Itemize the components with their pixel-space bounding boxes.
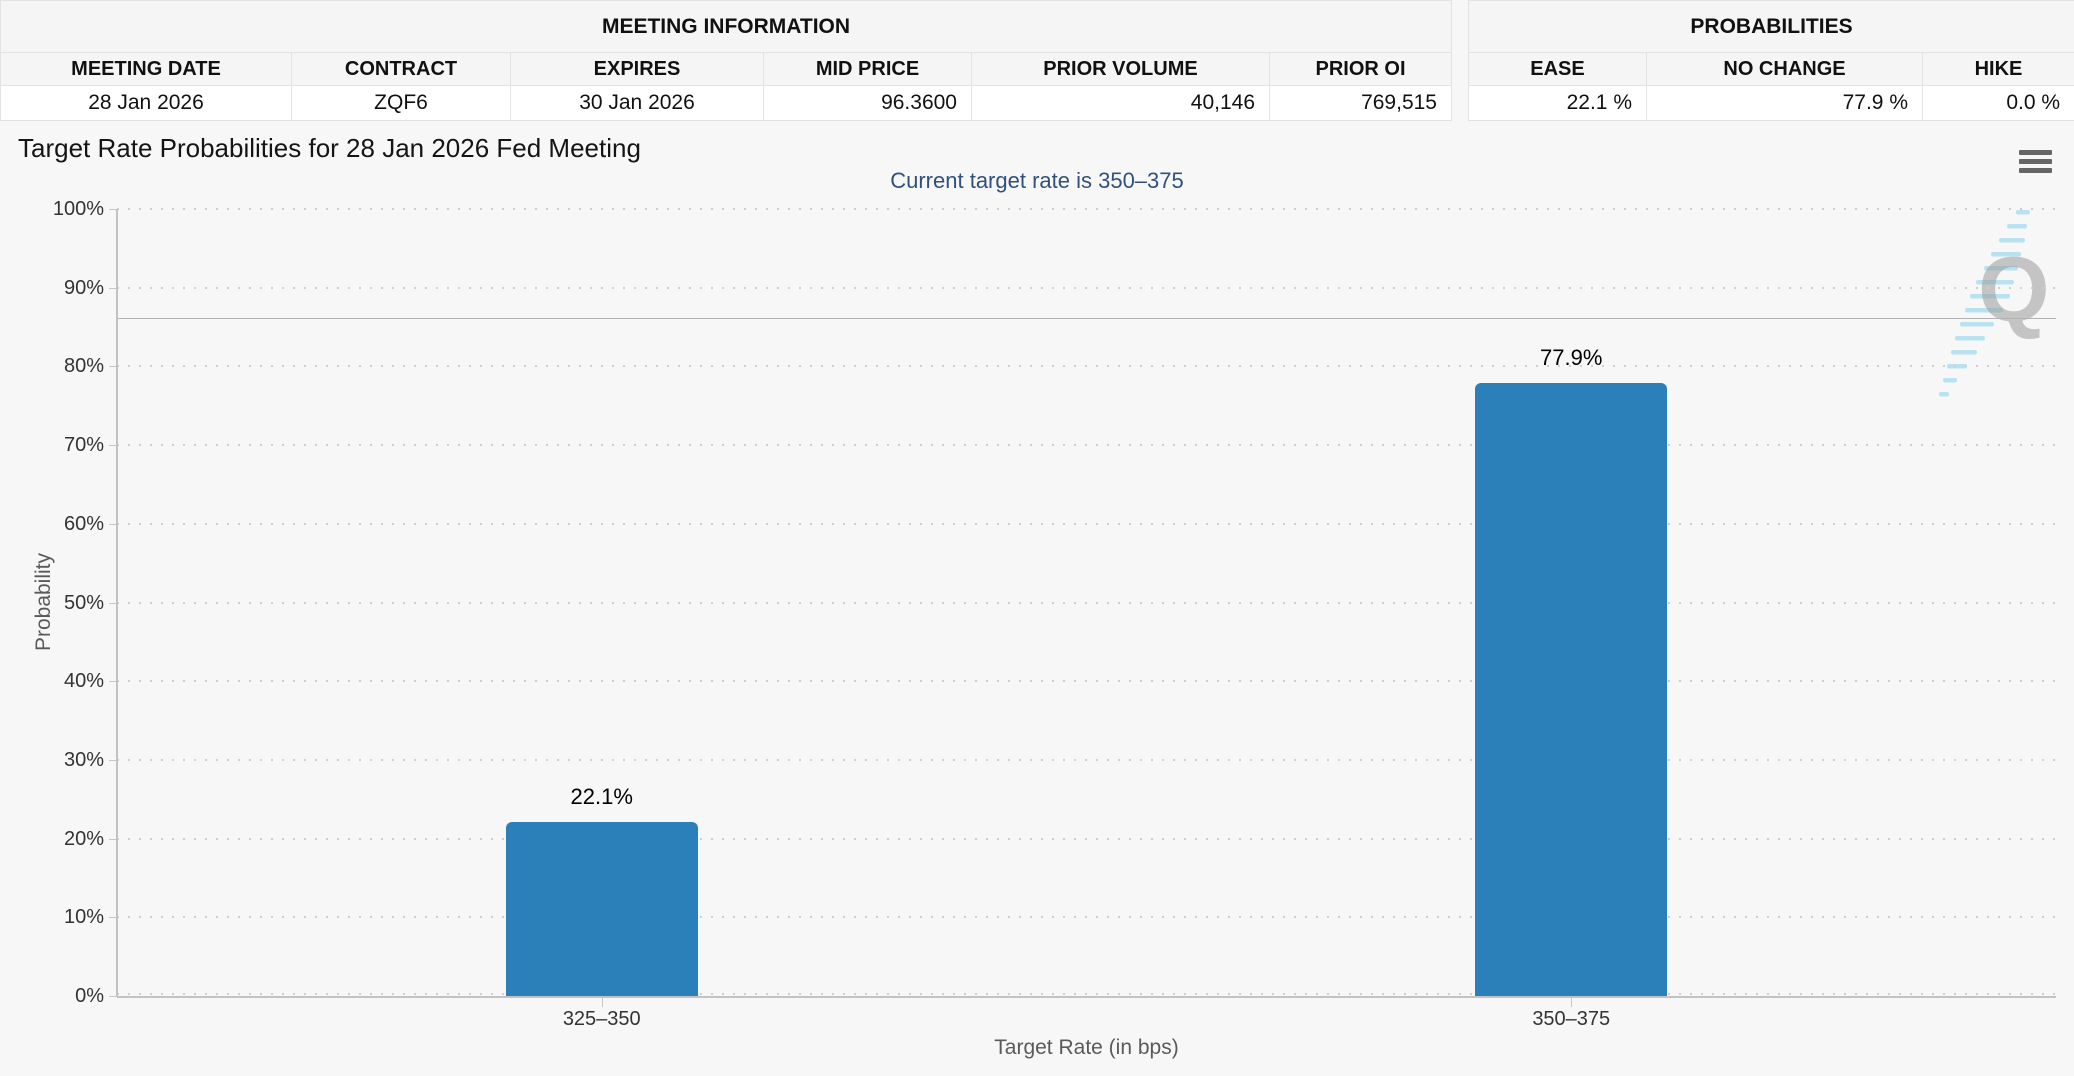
contract-value: ZQF6 xyxy=(291,85,511,121)
y-axis-label: 80% xyxy=(63,355,104,378)
expires-value: 30 Jan 2026 xyxy=(510,85,764,121)
y-axis-tick xyxy=(109,209,117,210)
hamburger-menu-icon xyxy=(2019,150,2052,155)
y-axis-tick xyxy=(109,917,117,919)
probabilities-table: PROBABILITIES EASE NO CHANGE HIKE 22.1 %… xyxy=(1467,0,2074,121)
y-gridline xyxy=(117,208,2056,210)
meeting-information-row: 28 Jan 2026 ZQF6 30 Jan 2026 96.3600 40,… xyxy=(0,85,1452,121)
y-gridline xyxy=(117,680,2056,683)
col-header-contract: CONTRACT xyxy=(291,52,511,86)
y-axis-label: 50% xyxy=(63,591,104,614)
hike-value: 0.0 % xyxy=(1921,85,2074,121)
chart-title: Target Rate Probabilities for 28 Jan 202… xyxy=(18,133,641,163)
x-axis-label: 350–375 xyxy=(1532,1008,1611,1030)
y-axis-line xyxy=(116,209,118,996)
prior-volume-value: 40,146 xyxy=(971,85,1270,121)
y-gridline xyxy=(117,522,2056,525)
x-axis-title: Target Rate (in bps) xyxy=(994,1036,1179,1059)
bar-value-label: 77.9% xyxy=(1540,344,1603,370)
probabilities-title: PROBABILITIES xyxy=(1467,0,2074,53)
y-axis-label: 60% xyxy=(63,512,104,535)
y-axis-tick xyxy=(109,287,117,289)
chart-context-menu-button[interactable] xyxy=(2016,144,2056,176)
y-axis-label: 10% xyxy=(63,906,104,929)
col-header-hike: HIKE xyxy=(1921,52,2074,86)
col-header-meeting-date: MEETING DATE xyxy=(0,52,292,86)
y-axis-tick xyxy=(109,445,117,447)
mid-price-value: 96.3600 xyxy=(763,85,972,121)
y-axis-title: Probability xyxy=(32,552,55,652)
x-axis-line xyxy=(117,996,2056,998)
meeting-date-value: 28 Jan 2026 xyxy=(0,85,292,121)
y-gridline xyxy=(117,837,2056,840)
x-axis-tick xyxy=(1571,998,1573,1007)
col-header-prior-volume: PRIOR VOLUME xyxy=(971,52,1270,86)
y-axis-label: 30% xyxy=(63,748,104,771)
y-axis-tick xyxy=(109,996,117,997)
y-axis-label: 70% xyxy=(63,434,104,457)
y-gridline xyxy=(117,993,2056,995)
col-header-mid-price: MID PRICE xyxy=(763,52,972,86)
probability-bar[interactable] xyxy=(505,822,698,996)
y-axis-label: 90% xyxy=(63,276,104,299)
y-axis-tick xyxy=(109,366,117,368)
hamburger-menu-icon xyxy=(2019,159,2052,164)
y-axis-tick xyxy=(109,838,117,840)
y-axis-label: 100% xyxy=(52,198,104,220)
y-gridline xyxy=(117,758,2056,761)
y-gridline xyxy=(117,916,2056,919)
meeting-information-table: MEETING INFORMATION MEETING DATE CONTRAC… xyxy=(0,0,1452,121)
y-axis-label: 20% xyxy=(63,827,104,850)
y-axis-tick xyxy=(109,523,117,525)
ease-value: 22.1 % xyxy=(1468,85,1647,121)
y-gridline xyxy=(117,601,2056,604)
prior-oi-value: 769,515 xyxy=(1269,85,1452,121)
y-axis-label: 40% xyxy=(63,670,104,693)
y-gridline xyxy=(117,365,2056,368)
chart-subtitle: Current target rate is 350–375 xyxy=(890,168,1184,193)
col-header-no-change: NO CHANGE xyxy=(1646,52,1923,86)
col-header-prior-oi: PRIOR OI xyxy=(1269,52,1452,86)
y-axis-tick xyxy=(109,681,117,683)
hamburger-menu-icon xyxy=(2019,168,2052,173)
reference-line xyxy=(117,317,2056,319)
y-axis-tick xyxy=(109,602,117,604)
col-header-ease: EASE xyxy=(1468,52,1647,86)
y-gridline xyxy=(117,444,2056,447)
quikstrike-q-watermark-icon: Q xyxy=(1939,210,2050,397)
x-axis-label: 325–350 xyxy=(562,1008,641,1030)
probability-bar[interactable] xyxy=(1475,382,1668,996)
y-axis-label: 0% xyxy=(75,985,104,1007)
meeting-information-title: MEETING INFORMATION xyxy=(0,0,1452,53)
no-change-value: 77.9 % xyxy=(1646,85,1923,121)
y-gridline xyxy=(117,286,2056,289)
x-axis-tick xyxy=(601,998,603,1007)
probabilities-row: 22.1 % 77.9 % 0.0 % xyxy=(1468,85,2074,121)
col-header-expires: EXPIRES xyxy=(510,52,764,86)
watermark-letter: Q xyxy=(1978,239,2050,341)
y-axis-tick xyxy=(109,759,117,761)
bar-value-label: 22.1% xyxy=(570,784,633,810)
